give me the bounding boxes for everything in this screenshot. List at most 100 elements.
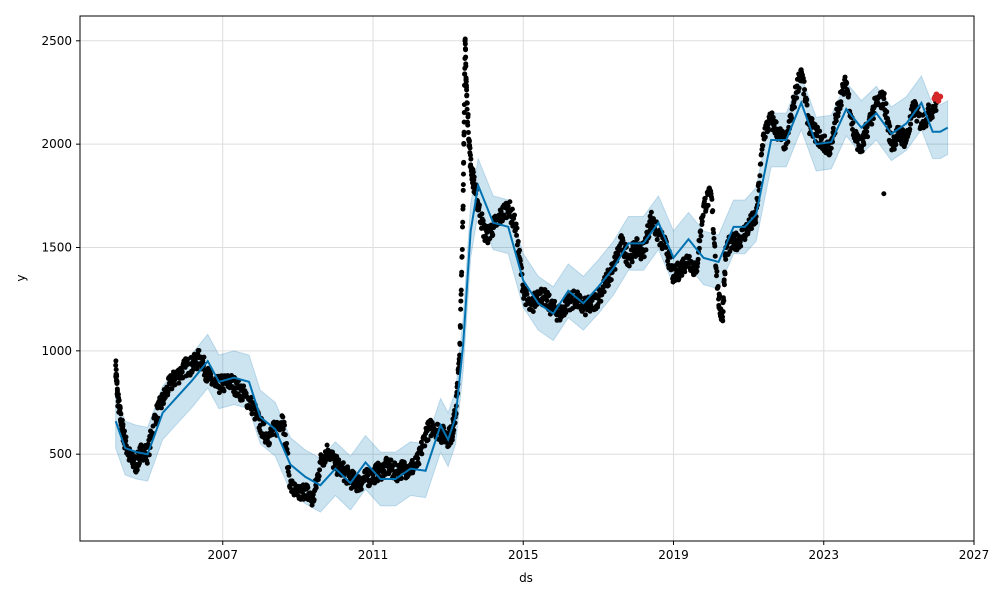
observed-point: [552, 298, 558, 304]
observed-point: [463, 47, 469, 53]
observed-point: [926, 102, 932, 108]
observed-point: [464, 100, 470, 106]
observed-point: [695, 260, 701, 266]
observed-point: [286, 464, 292, 470]
observed-point: [844, 80, 850, 86]
observed-point: [887, 123, 893, 129]
observed-point: [461, 129, 467, 135]
observed-point: [629, 259, 635, 265]
observed-point: [663, 244, 669, 250]
observed-point: [524, 291, 530, 297]
observed-point: [463, 54, 469, 60]
observed-point: [699, 218, 705, 224]
observed-point: [375, 478, 381, 484]
observed-point: [698, 228, 704, 234]
observed-point: [324, 442, 330, 448]
observed-point: [908, 121, 914, 127]
observed-point: [713, 273, 719, 279]
observed-point: [766, 127, 772, 133]
observed-point: [715, 284, 721, 290]
observed-point: [705, 202, 711, 208]
observed-point: [804, 96, 810, 102]
observed-point: [720, 309, 726, 315]
observed-point: [465, 122, 471, 128]
observed-point: [463, 63, 469, 69]
observed-point: [864, 129, 870, 135]
observed-point: [514, 225, 520, 231]
observed-point: [697, 238, 703, 244]
observed-point: [249, 411, 255, 417]
observed-point: [241, 383, 247, 389]
observed-point: [476, 202, 482, 208]
observed-point: [809, 116, 815, 122]
observed-point: [720, 318, 726, 324]
observed-point: [201, 354, 207, 360]
observed-point: [654, 237, 660, 243]
observed-point: [465, 112, 471, 118]
observed-point: [266, 440, 272, 446]
observed-point: [759, 151, 765, 157]
observed-point: [544, 298, 550, 304]
observed-point: [462, 41, 468, 47]
observed-point: [700, 212, 706, 218]
forecast-line-group: [114, 100, 949, 487]
observed-point: [758, 161, 764, 167]
observed-point: [756, 180, 762, 186]
observed-point: [757, 173, 763, 179]
observed-point: [717, 293, 723, 299]
observed-point: [121, 428, 127, 434]
observed-point: [712, 243, 718, 249]
observed-point: [923, 123, 929, 129]
observed-point: [792, 104, 798, 110]
observed-point: [516, 247, 522, 253]
observed-point: [695, 256, 701, 262]
observed-point: [817, 128, 823, 134]
observed-point: [530, 308, 536, 314]
observed-point: [749, 226, 755, 232]
observed-point: [460, 187, 466, 193]
observed-point: [869, 121, 875, 127]
observed-point: [358, 486, 364, 492]
observed-point: [169, 386, 175, 392]
observed-point: [753, 220, 759, 226]
observed-point: [676, 276, 682, 282]
observed-point: [462, 36, 468, 42]
observed-point: [280, 414, 286, 420]
observed-point: [176, 380, 182, 386]
observed-point: [598, 298, 604, 304]
observed-point: [814, 133, 820, 139]
observed-point: [789, 115, 795, 121]
observed-point: [893, 141, 899, 147]
observed-point: [457, 352, 463, 358]
observed-point: [833, 118, 839, 124]
observed-point: [643, 247, 649, 253]
observed-point: [710, 208, 716, 214]
observed-point: [123, 434, 129, 440]
observed-point: [828, 145, 834, 151]
observed-point: [316, 473, 322, 479]
observed-point: [467, 152, 473, 158]
observed-point: [507, 199, 513, 205]
observed-point: [827, 151, 833, 157]
observed-point: [464, 106, 470, 112]
observed-point: [461, 141, 467, 147]
observed-point: [822, 133, 828, 139]
observed-point: [305, 485, 311, 491]
observed-point: [117, 405, 123, 411]
observed-point: [608, 277, 614, 283]
x-tick-label: 2023: [808, 548, 839, 562]
observed-point: [842, 74, 848, 80]
observed-point: [620, 238, 626, 244]
observed-point: [467, 145, 473, 151]
y-tick-label: 1500: [41, 240, 72, 254]
observed-point: [723, 256, 729, 262]
observed-point: [577, 294, 583, 300]
observed-point: [745, 229, 751, 235]
observed-point: [650, 216, 656, 222]
observed-point: [113, 367, 119, 373]
observed-point: [520, 282, 526, 288]
observed-point: [881, 91, 887, 97]
observed-point: [457, 341, 463, 347]
observed-point: [463, 79, 469, 85]
